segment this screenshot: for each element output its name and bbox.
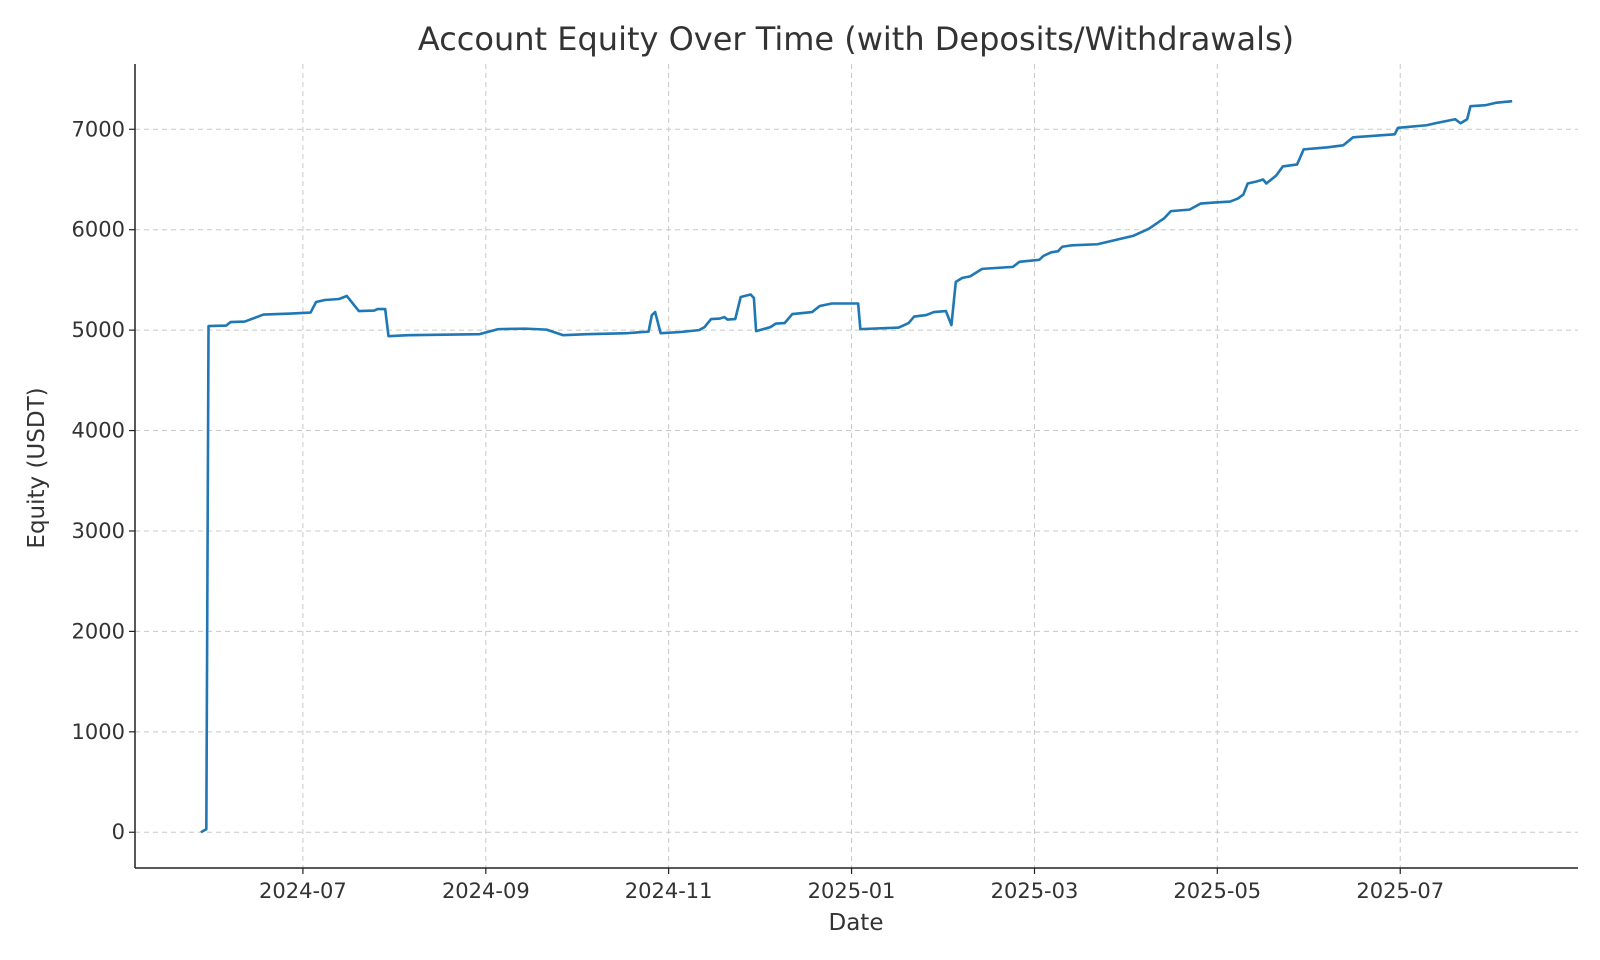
x-tick-label: 2025-05 (1173, 879, 1261, 903)
x-tick-label: 2024-11 (625, 879, 713, 903)
x-tick-label: 2024-09 (442, 879, 530, 903)
y-tick-label: 3000 (72, 519, 125, 543)
x-tick-label: 2025-01 (808, 879, 896, 903)
chart-title: Account Equity Over Time (with Deposits/… (418, 20, 1294, 58)
y-tick-label: 2000 (72, 619, 125, 643)
y-axis-label: Equity (USDT) (24, 387, 50, 548)
y-tick-label: 5000 (72, 318, 125, 342)
x-tick-label: 2025-07 (1356, 879, 1444, 903)
y-tick-label: 4000 (72, 419, 125, 443)
x-tick-label: 2025-03 (991, 879, 1079, 903)
y-tick-label: 0 (112, 820, 125, 844)
y-tick-label: 1000 (72, 720, 125, 744)
y-tick-label: 7000 (72, 117, 125, 141)
y-tick-label: 6000 (72, 218, 125, 242)
equity-line (200, 99, 1513, 834)
x-tick-label: 2024-07 (259, 879, 347, 903)
x-axis-label: Date (829, 910, 884, 936)
